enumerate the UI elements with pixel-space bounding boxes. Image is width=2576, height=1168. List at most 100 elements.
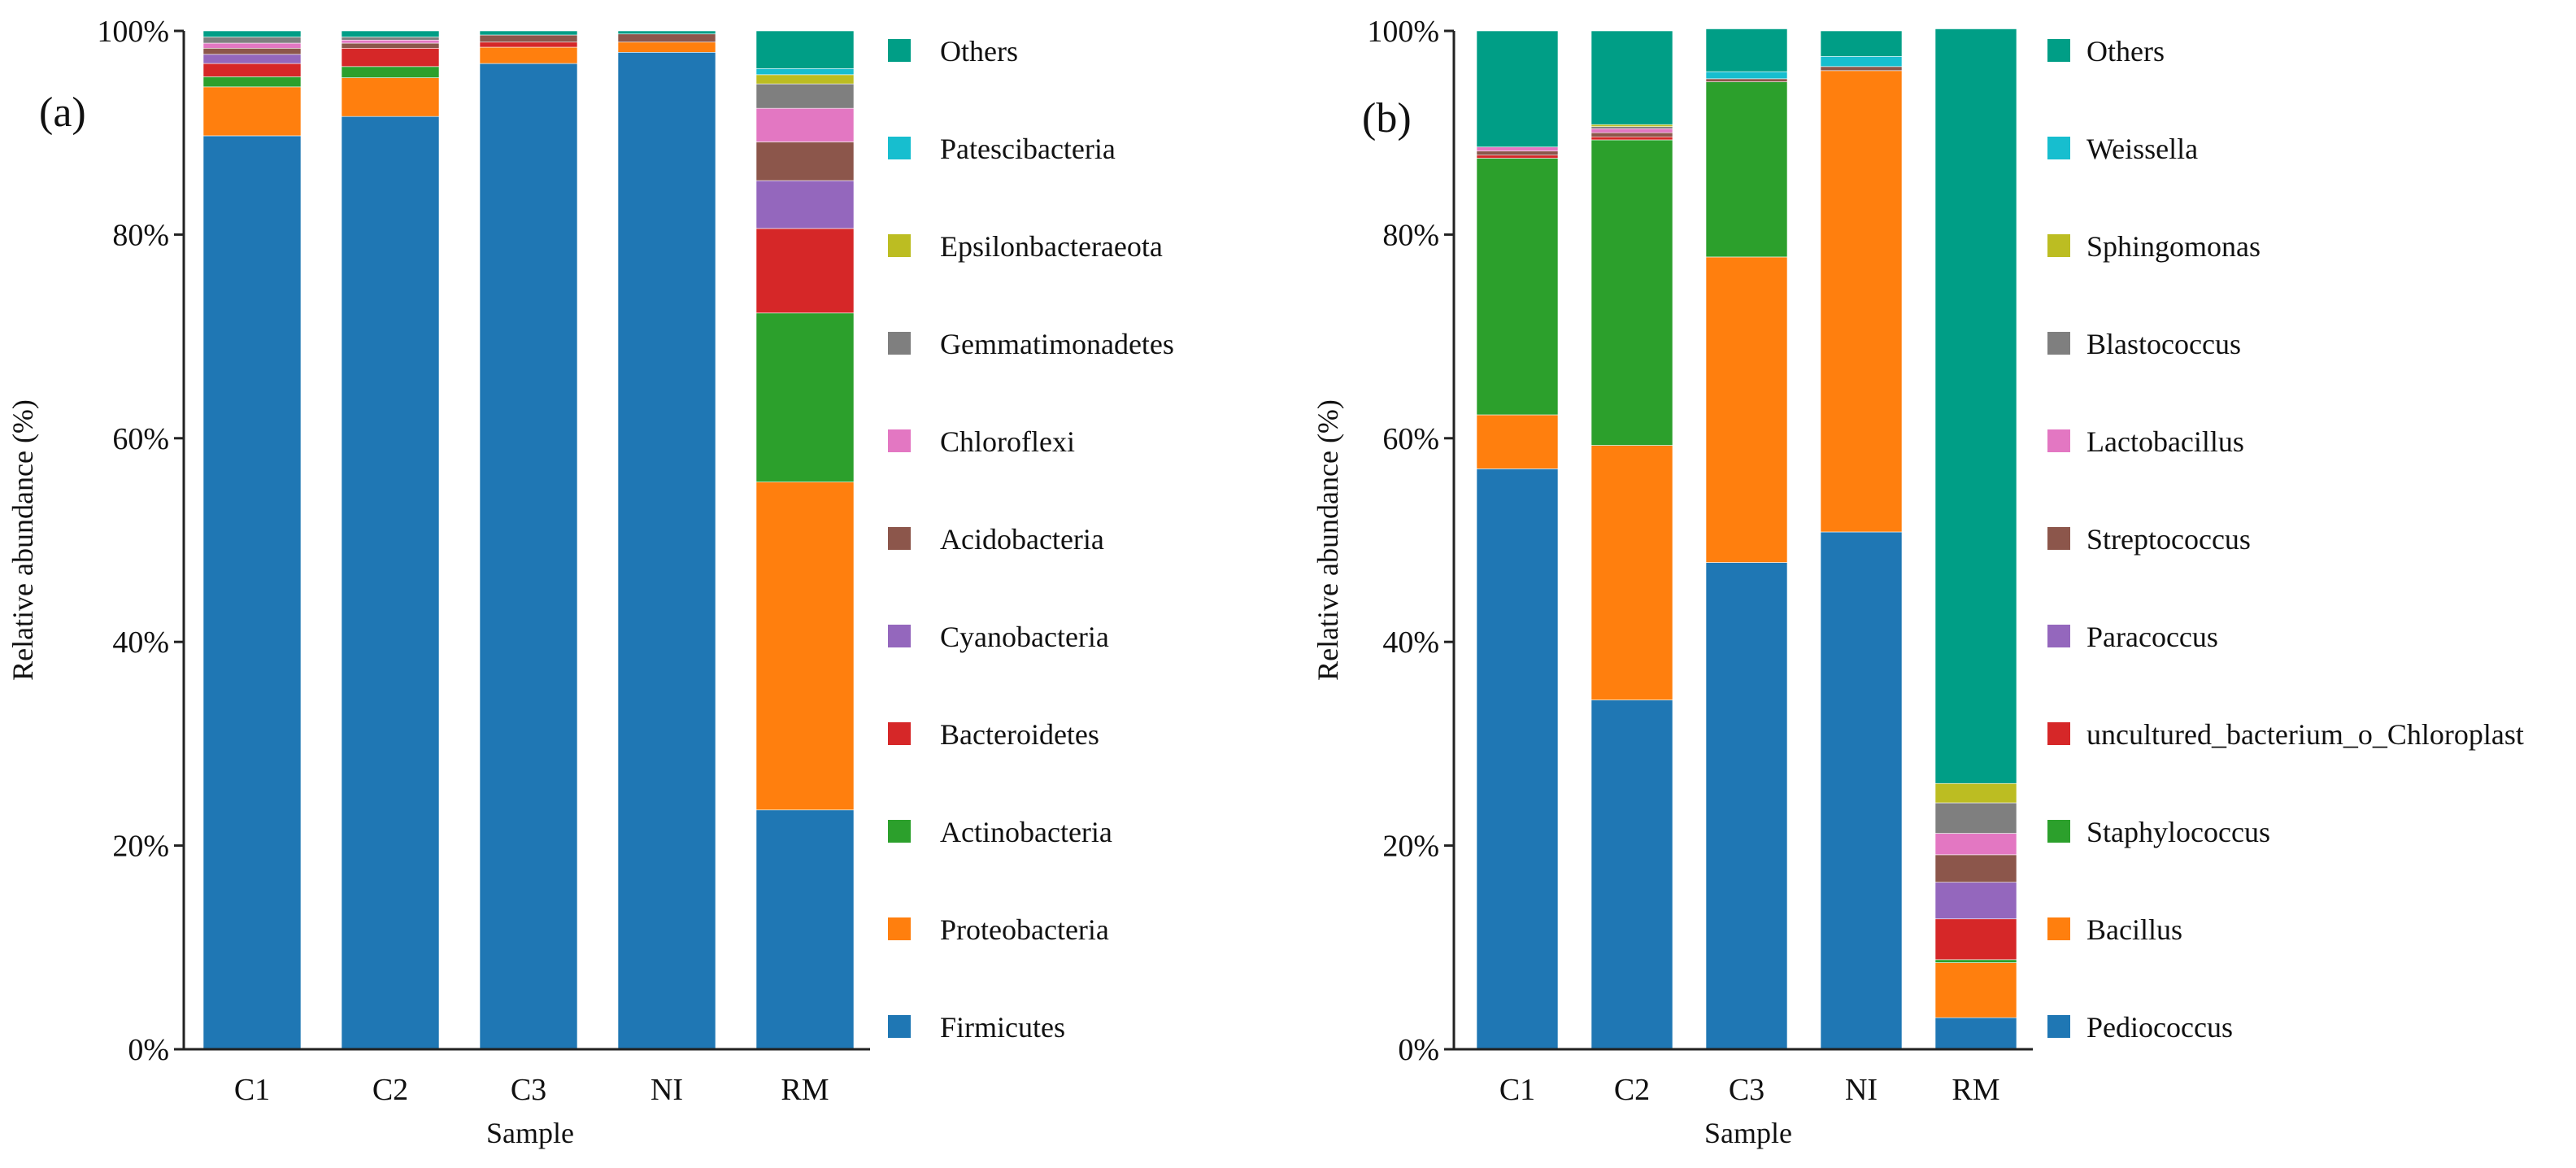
y-axis-title: Relative abundance (%) <box>1312 399 1344 681</box>
bar-segment-c1-cyanobacteria <box>202 54 302 64</box>
legend-swatch-others <box>2047 39 2070 62</box>
y-tick-label: 80% <box>112 218 169 252</box>
legend-swatch-blastococcus <box>2047 332 2070 355</box>
legend-label-actinobacteria: Actinobacteria <box>940 816 1112 848</box>
legend-label-bacteroidetes: Bacteroidetes <box>940 718 1099 751</box>
bar-segment-rm-blastococcus <box>1934 802 2017 834</box>
legend-swatch-firmicutes <box>888 1015 911 1038</box>
bar-segment-c2-chloroflexi <box>341 39 440 44</box>
bar-segment-c2-others <box>1590 30 1673 125</box>
bar-segment-c3-others <box>479 30 578 36</box>
legend-swatch-epsilonbacteraeota <box>888 234 911 257</box>
legend-label-paracoccus: Paracoccus <box>2086 621 2218 653</box>
y-tick-label: 20% <box>1382 830 1439 864</box>
legend-label-weissella: Weissella <box>2086 133 2198 165</box>
bar-segment-c1-chloroflexi <box>202 42 302 49</box>
bar-segment-c1-gemmatimonadetes <box>202 37 302 44</box>
bar-segment-rm-lactobacillus <box>1934 833 2017 856</box>
bar-segment-rm-chloroflexi <box>755 107 855 142</box>
bar-segment-rm-others <box>755 30 855 69</box>
bar-segment-c1-others <box>1476 30 1559 148</box>
y-tick-label: 100% <box>97 15 169 49</box>
legend-swatch-proteobacteria <box>888 917 911 940</box>
panel-label: (b) <box>1362 95 1412 142</box>
bar-segment-c3-firmicutes <box>479 63 578 1050</box>
bar-segment-rm-others <box>1934 28 2017 784</box>
y-tick-label: 60% <box>1382 422 1439 456</box>
bar-segment-rm-epsilonbacteraeota <box>755 74 855 85</box>
legend-label-firmicutes: Firmicutes <box>940 1011 1065 1044</box>
bar-segment-c3-bacteroidetes <box>479 41 578 48</box>
bar-segment-c1-streptococcus <box>1476 150 1559 156</box>
legend-label-staphylococcus: Staphylococcus <box>2086 816 2270 848</box>
bar-segment-c2-lactobacillus <box>1590 128 1673 133</box>
legend-label-others: Others <box>2086 35 2165 68</box>
bar-segment-ni-firmicutes <box>617 51 716 1050</box>
legend-swatch-uncultured-bacterium-o-chloroplast <box>2047 722 2070 745</box>
bar-segment-c3-staphylococcus <box>1705 81 1788 258</box>
legend-swatch-gemmatimonadetes <box>888 332 911 355</box>
panel-b: C1 C2 C3 NI RM 0% 20% 40% 60% 80% 100% Relative abu… <box>1312 15 2524 1149</box>
bar-segment-c1-others <box>202 30 302 37</box>
y-tick-label: 40% <box>1382 625 1439 660</box>
legend-swatch-weissella <box>2047 137 2070 159</box>
bar-segment-c3-weissella <box>1705 71 1788 80</box>
bar-segment-c2-firmicutes <box>341 115 440 1050</box>
bar-segment-c1-firmicutes <box>202 135 302 1050</box>
bar-segment-rm-acidobacteria <box>755 142 855 181</box>
bar-segment-ni-others <box>1820 30 1903 57</box>
x-tick-label-rm: RM <box>781 1073 829 1107</box>
y-tick-label: 0% <box>1398 1033 1439 1067</box>
legend-swatch-bacteroidetes <box>888 722 911 745</box>
bar-segment-rm-firmicutes <box>755 809 855 1050</box>
bar-segment-ni-bacillus <box>1820 70 1903 533</box>
bar-segment-c1-lactobacillus <box>1476 146 1559 152</box>
legend-label-epsilonbacteraeota: Epsilonbacteraeota <box>940 230 1163 263</box>
legend-label-sphingomonas: Sphingomonas <box>2086 230 2261 263</box>
bar-segment-c2-blastococcus <box>1590 126 1673 129</box>
y-axis-title: Relative abundance (%) <box>7 399 39 681</box>
bar-segment-c2-bacillus <box>1590 445 1673 700</box>
bar-segment-rm-uncultured-bacterium-o-chloroplast <box>1934 918 2017 961</box>
y-tick-label: 20% <box>112 830 169 864</box>
x-tick-label-rm: RM <box>1952 1073 1999 1107</box>
bar-segment-ni-proteobacteria <box>617 41 716 53</box>
bar-segment-c2-bacteroidetes <box>341 47 440 68</box>
panel-label: (a) <box>39 89 86 136</box>
legend-label-others: Others <box>940 35 1018 68</box>
legend-swatch-bacillus <box>2047 917 2070 940</box>
bar-segment-rm-bacteroidetes <box>755 228 855 314</box>
bar-segment-c2-sphingomonas <box>1590 124 1673 127</box>
x-tick-label-ni: NI <box>651 1073 683 1107</box>
legend-swatch-acidobacteria <box>888 527 911 550</box>
legend-label-pediococcus: Pediococcus <box>2086 1011 2233 1044</box>
legend-label-acidobacteria: Acidobacteria <box>940 523 1104 556</box>
legend-label-cyanobacteria: Cyanobacteria <box>940 621 1109 653</box>
bar-segment-c2-others <box>341 30 440 37</box>
legend-swatch-chloroflexi <box>888 429 911 452</box>
bar-segment-c1-staphylococcus <box>1476 158 1559 416</box>
x-tick-label-c1: C1 <box>234 1073 270 1107</box>
bar-segment-c1-actinobacteria <box>202 76 302 88</box>
x-tick-label-ni: NI <box>1845 1073 1878 1107</box>
legend-swatch-pediococcus <box>2047 1015 2070 1038</box>
y-tick-label: 80% <box>1382 218 1439 252</box>
legend-swatch-actinobacteria <box>888 820 911 843</box>
bar-segment-c2-gemmatimonadetes <box>341 37 440 41</box>
legend-label-patescibacteria: Patescibacteria <box>940 133 1116 165</box>
bar-segment-c2-actinobacteria <box>341 66 440 78</box>
legend-label-uncultured-bacterium-o-chloroplast: uncultured_bacterium_o_Chloroplast <box>2086 718 2524 751</box>
bar-segment-c1-uncultured-bacterium-o-chloroplast <box>1476 155 1559 159</box>
x-axis-title: Sample <box>486 1117 574 1149</box>
bar-segment-ni-others <box>617 30 716 35</box>
bar-segment-rm-pediococcus <box>1934 1017 2017 1050</box>
x-tick-label-c2: C2 <box>372 1073 408 1107</box>
bar-segment-c2-uncultured-bacterium-o-chloroplast <box>1590 136 1673 141</box>
legend-label-bacillus: Bacillus <box>2086 913 2182 946</box>
bar-segment-c3-pediococcus <box>1705 562 1788 1050</box>
bar-segment-c1-proteobacteria <box>202 86 302 137</box>
bar-segment-c3-streptococcus <box>1705 78 1788 82</box>
bar-segment-ni-acidobacteria <box>617 33 716 43</box>
bar-segment-c2-acidobacteria <box>341 42 440 49</box>
